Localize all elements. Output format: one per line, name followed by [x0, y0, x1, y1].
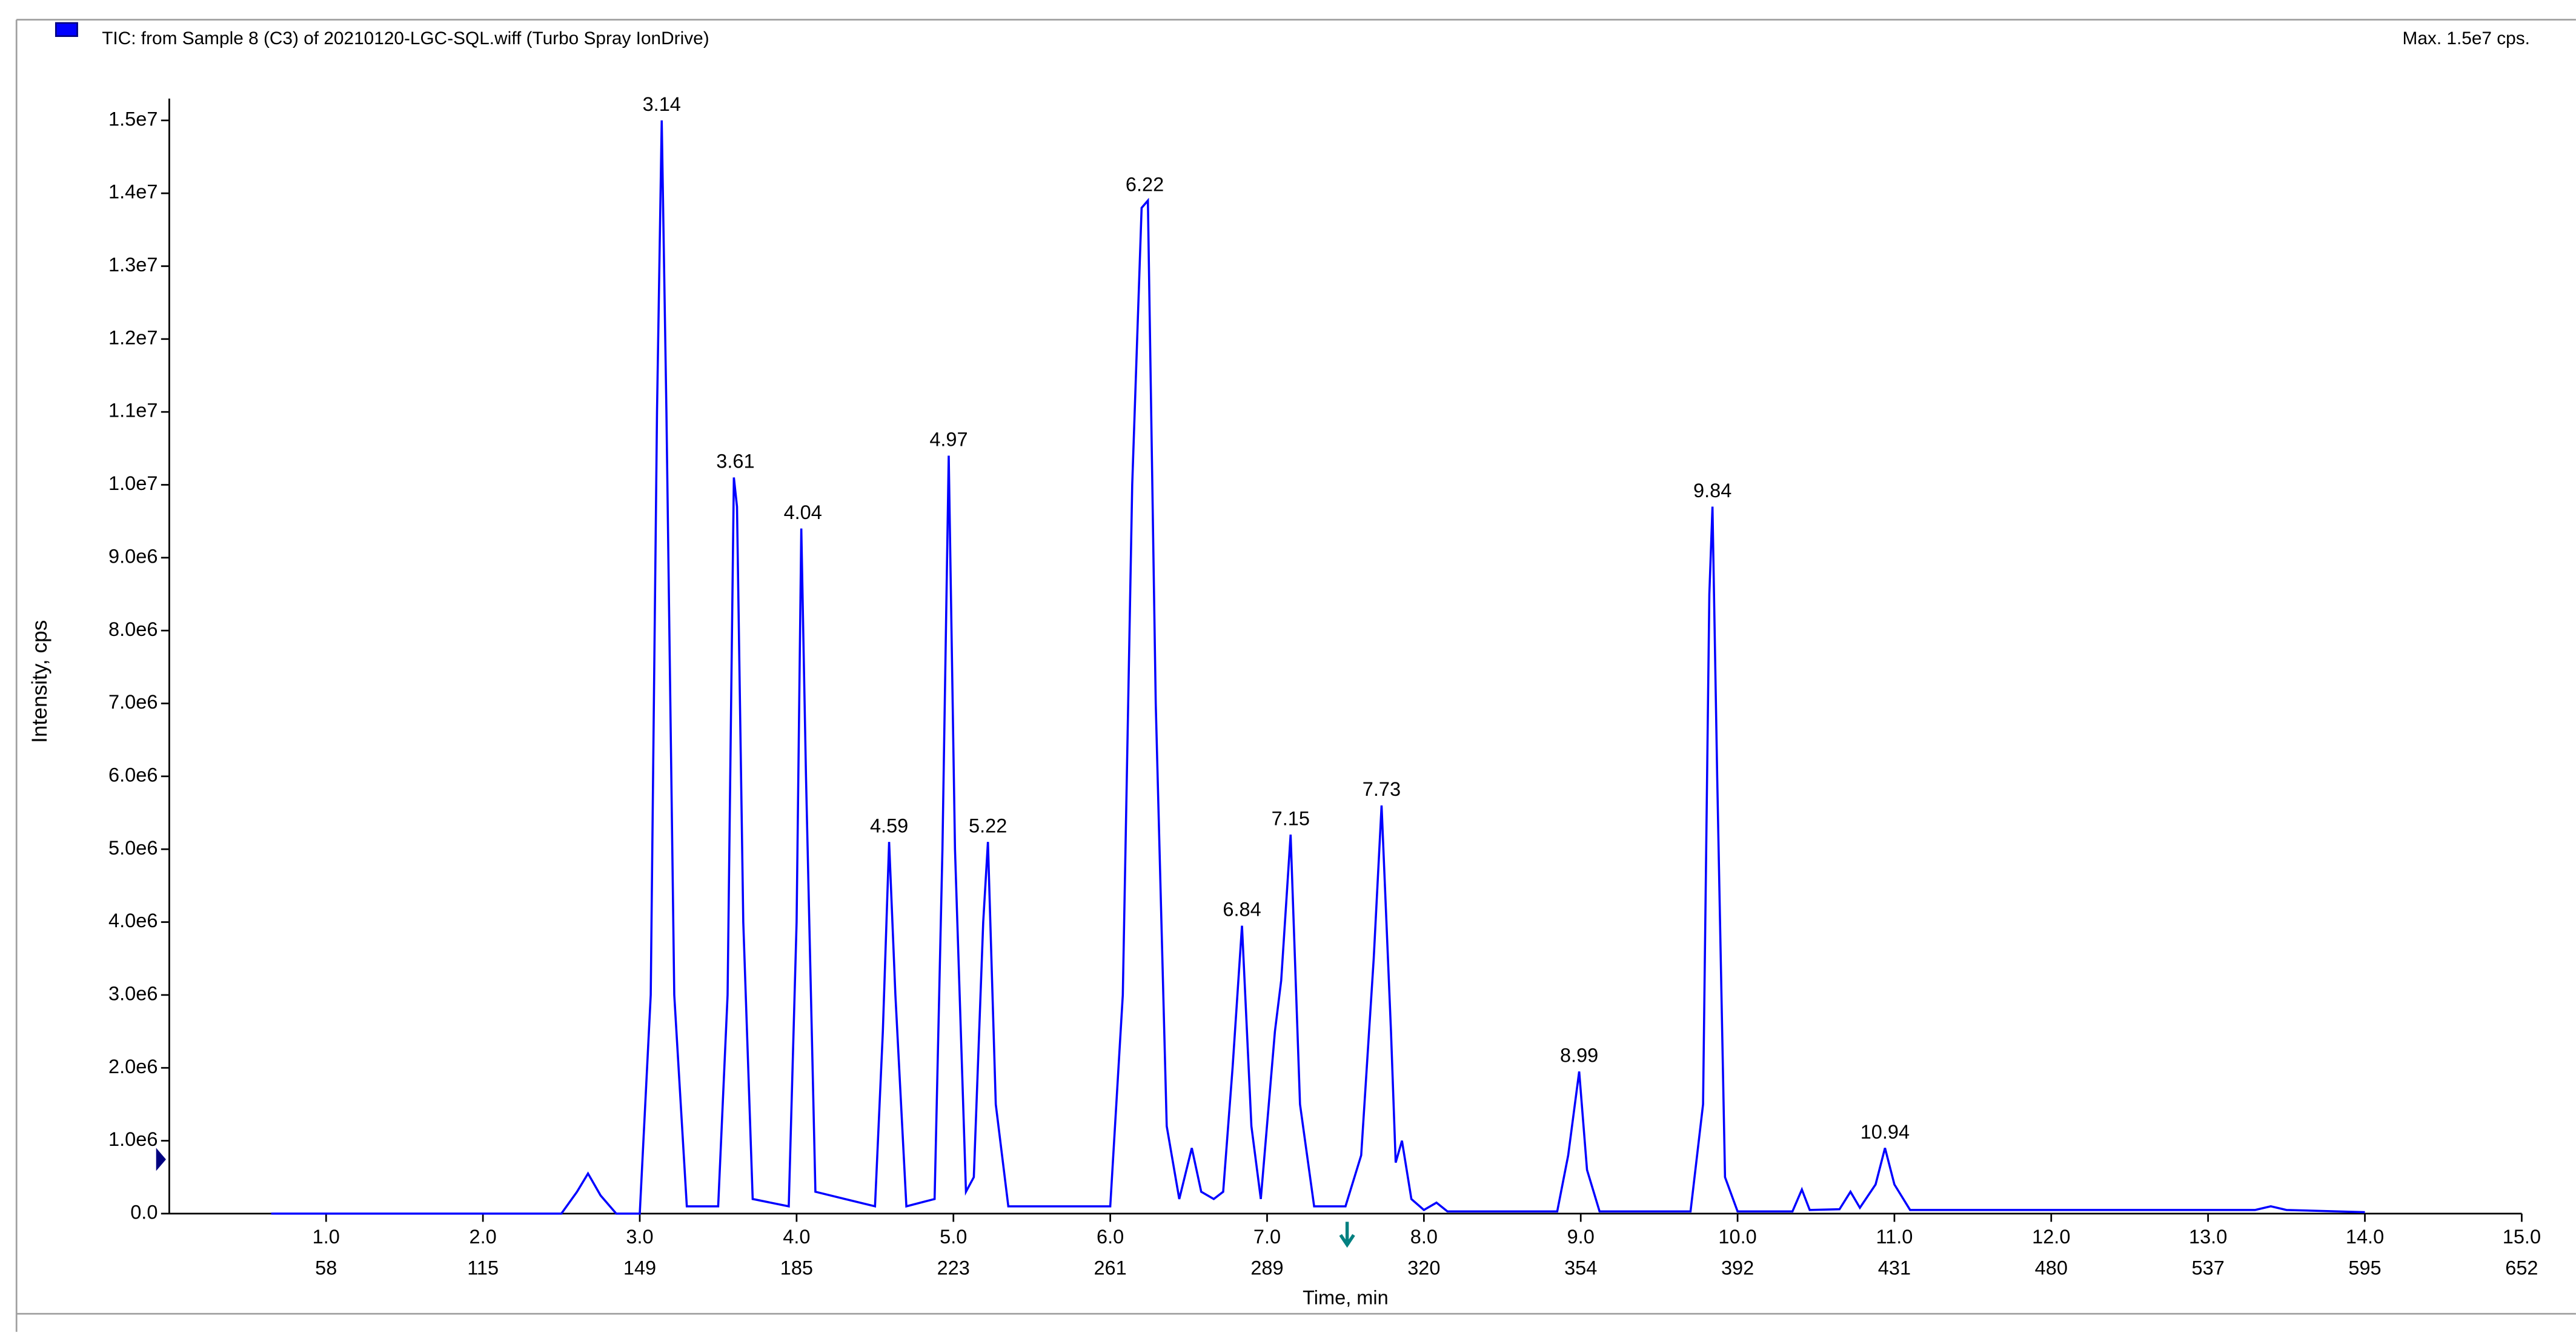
y-tick-label: 5.0e6 — [108, 837, 158, 859]
peak-label: 10.94 — [1861, 1121, 1910, 1143]
y-tick-label: 8.0e6 — [108, 618, 158, 640]
peak-label: 6.84 — [1223, 899, 1261, 921]
cursor-arrow — [1339, 1222, 1355, 1248]
x-tick-label: 15.0 — [2503, 1226, 2541, 1248]
peak-label: 4.04 — [784, 501, 822, 523]
x-scan-label: 652 — [2505, 1257, 2538, 1279]
peak-label: 6.22 — [1126, 173, 1164, 195]
x-tick-label: 9.0 — [1567, 1226, 1595, 1248]
x-tick-label: 4.0 — [783, 1226, 810, 1248]
y-tick-label: 7.0e6 — [108, 691, 158, 713]
peak-label: 7.15 — [1272, 807, 1310, 829]
x-scan-label: 537 — [2192, 1257, 2225, 1279]
x-scan-label: 185 — [780, 1257, 813, 1279]
x-tick-label: 6.0 — [1097, 1226, 1124, 1248]
x-tick-label: 3.0 — [626, 1226, 653, 1248]
x-axis-title: Time, min — [1303, 1286, 1389, 1308]
y-tick-label: 6.0e6 — [108, 764, 158, 786]
peak-label: 8.99 — [1560, 1044, 1598, 1066]
y-tick-label: 1.3e7 — [108, 254, 158, 276]
x-scan-label: 320 — [1407, 1257, 1440, 1279]
x-tick-label: 14.0 — [2346, 1226, 2384, 1248]
x-tick-label: 5.0 — [940, 1226, 967, 1248]
legend-swatch — [55, 22, 78, 38]
peak-label: 4.59 — [870, 815, 908, 836]
y-tick-label: 0.0 — [130, 1201, 158, 1223]
x-scan-label: 595 — [2348, 1257, 2381, 1279]
y-tick-label: 1.4e7 — [108, 181, 158, 203]
chart-title: TIC: from Sample 8 (C3) of 20210120-LGC-… — [102, 28, 709, 48]
y-tick-label: 1.1e7 — [108, 400, 158, 422]
y-tick-label: 4.0e6 — [108, 910, 158, 931]
x-scan-label: 223 — [937, 1257, 970, 1279]
x-scan-label: 115 — [467, 1257, 499, 1279]
y-tick-label: 1.5e7 — [108, 108, 158, 130]
x-tick-label: 12.0 — [2032, 1226, 2070, 1248]
y-tick-label: 9.0e6 — [108, 545, 158, 567]
y-tick-label: 1.2e7 — [108, 326, 158, 348]
x-scan-label: 289 — [1250, 1257, 1283, 1279]
y-tick-label: 1.0e7 — [108, 472, 158, 494]
peak-label: 3.14 — [643, 93, 681, 115]
peak-label: 7.73 — [1363, 778, 1401, 800]
peak-label: 5.22 — [969, 815, 1007, 836]
y-tick-label: 1.0e6 — [108, 1128, 158, 1150]
x-tick-label: 13.0 — [2189, 1226, 2227, 1248]
trace — [271, 120, 2365, 1215]
threshold-marker — [156, 1148, 166, 1171]
x-tick-label: 7.0 — [1253, 1226, 1281, 1248]
y-tick-label: 2.0e6 — [108, 1056, 158, 1077]
x-tick-label: 10.0 — [1718, 1226, 1756, 1248]
x-scan-label: 431 — [1878, 1257, 1911, 1279]
x-tick-label: 2.0 — [470, 1226, 497, 1248]
y-tick-label: 3.0e6 — [108, 982, 158, 1004]
peak-label: 4.97 — [929, 429, 968, 451]
peak-label: 9.84 — [1693, 480, 1731, 501]
x-scan-label: 149 — [623, 1257, 656, 1279]
x-scan-label: 354 — [1564, 1257, 1597, 1279]
x-scan-label: 480 — [2035, 1257, 2068, 1279]
y-axis-title: Intensity, cps — [28, 620, 51, 743]
peak-label: 3.61 — [716, 451, 754, 472]
x-tick-label: 1.0 — [313, 1226, 340, 1248]
x-tick-label: 11.0 — [1876, 1226, 1913, 1248]
max-label: Max. 1.5e7 cps. — [2403, 28, 2530, 48]
x-scan-label: 392 — [1721, 1257, 1754, 1279]
x-scan-label: 58 — [315, 1257, 337, 1279]
x-tick-label: 8.0 — [1410, 1226, 1438, 1248]
x-scan-label: 261 — [1094, 1257, 1126, 1279]
